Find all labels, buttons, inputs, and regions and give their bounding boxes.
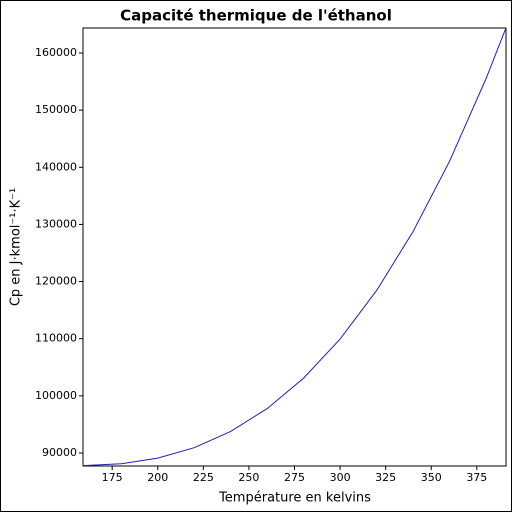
y-tick-label: 130000 xyxy=(35,217,77,230)
x-tick-label: 350 xyxy=(421,471,442,484)
y-tick-label: 110000 xyxy=(35,332,77,345)
y-tick-label: 100000 xyxy=(35,389,77,402)
x-tick-label: 250 xyxy=(238,471,259,484)
chart-title: Capacité thermique de l'éthanol xyxy=(120,7,392,25)
y-tick-label: 160000 xyxy=(35,46,77,59)
x-tick-label: 325 xyxy=(375,471,396,484)
y-tick-label: 120000 xyxy=(35,275,77,288)
data-line xyxy=(82,27,507,467)
x-tick-label: 300 xyxy=(330,471,351,484)
x-tick-label: 275 xyxy=(284,471,305,484)
y-tick-label: 140000 xyxy=(35,160,77,173)
x-tick-label: 175 xyxy=(102,471,123,484)
y-axis-label: Cp en J·kmol⁻¹·K⁻¹ xyxy=(9,188,24,306)
y-tick-label: 150000 xyxy=(35,103,77,116)
x-axis-label: Température en kelvins xyxy=(218,491,371,506)
x-tick-label: 200 xyxy=(147,471,168,484)
y-tick-label: 90000 xyxy=(42,446,77,459)
x-tick-label: 375 xyxy=(466,471,487,484)
x-tick-label: 225 xyxy=(193,471,214,484)
